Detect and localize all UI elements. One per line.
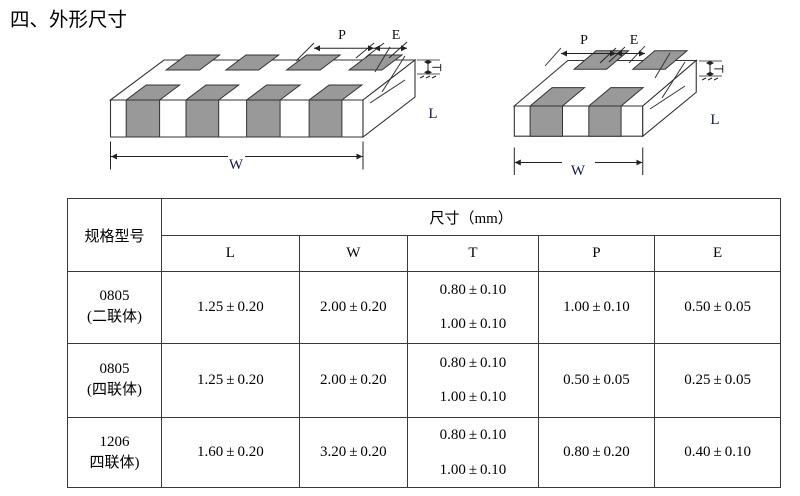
- svg-text:E: E: [630, 33, 639, 48]
- svg-text:E: E: [392, 30, 401, 43]
- svg-text:L: L: [710, 112, 719, 128]
- svg-text:P: P: [338, 30, 346, 43]
- svg-text:W: W: [229, 157, 244, 173]
- svg-text:W: W: [571, 163, 586, 175]
- svg-text:P: P: [580, 33, 588, 48]
- svg-text:L: L: [428, 106, 437, 122]
